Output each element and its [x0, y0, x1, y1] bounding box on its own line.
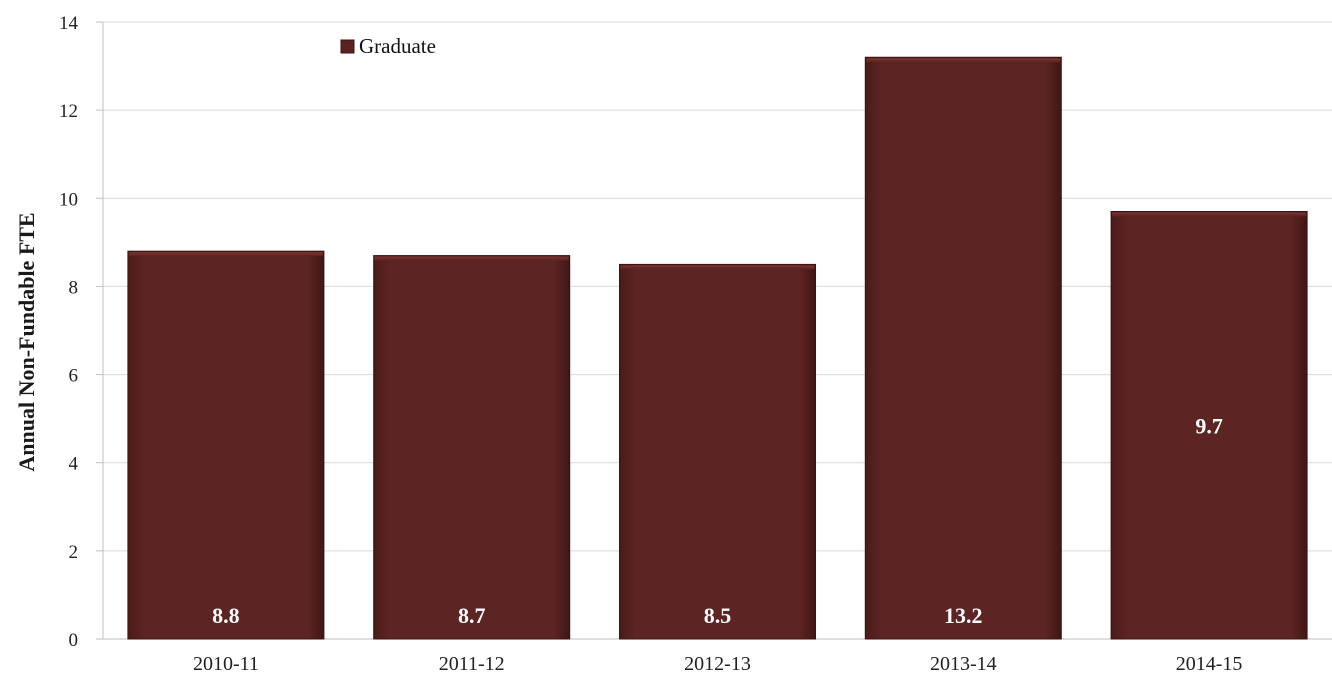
- x-tick-label: 2013-14: [930, 653, 997, 675]
- bar-top-highlight: [620, 265, 815, 270]
- data-labels: 8.8 8.7 8.5 13.2 9.7: [212, 413, 1223, 628]
- bar: [1110, 211, 1308, 640]
- y-tick-label: 6: [69, 366, 79, 387]
- bars: [127, 56, 1308, 640]
- data-label: 8.8: [212, 603, 240, 628]
- bar-group: [127, 250, 325, 640]
- x-tick-label: 2011-12: [439, 653, 505, 675]
- bar-group: [619, 263, 816, 640]
- bar-group: [864, 56, 1062, 640]
- y-tick-label: 8: [69, 277, 79, 298]
- bar-top-highlight: [374, 256, 569, 261]
- y-tick-label: 2: [69, 542, 79, 563]
- data-label: 8.7: [458, 603, 486, 628]
- legend-label-graduate: Graduate: [359, 34, 436, 58]
- bar-group: [373, 255, 571, 640]
- y-tick-label: 14: [59, 13, 79, 34]
- bar-top-highlight: [866, 58, 1061, 63]
- x-tick-label: 2014-15: [1176, 653, 1243, 675]
- y-tick-label: 12: [59, 101, 78, 122]
- bar-top-highlight: [128, 252, 323, 257]
- data-label: 9.7: [1195, 413, 1223, 438]
- bar: [127, 250, 325, 640]
- bar: [864, 56, 1062, 640]
- legend: Graduate: [340, 34, 436, 58]
- bar: [373, 255, 571, 640]
- x-tick-label: 2010-11: [193, 653, 259, 675]
- data-label: 8.5: [704, 603, 732, 628]
- y-tick-label: 10: [59, 189, 78, 210]
- legend-swatch: [340, 39, 355, 54]
- x-tick-label: 2012-13: [684, 653, 751, 675]
- data-label: 13.2: [944, 603, 983, 628]
- y-tick-label: 4: [69, 454, 79, 475]
- y-axis-title: Annual Non-Fundable FTE: [14, 212, 39, 471]
- bar: [619, 263, 816, 640]
- y-tick-label: 0: [69, 630, 79, 651]
- bar-group: [1110, 211, 1308, 640]
- bar-top-highlight: [1112, 212, 1307, 217]
